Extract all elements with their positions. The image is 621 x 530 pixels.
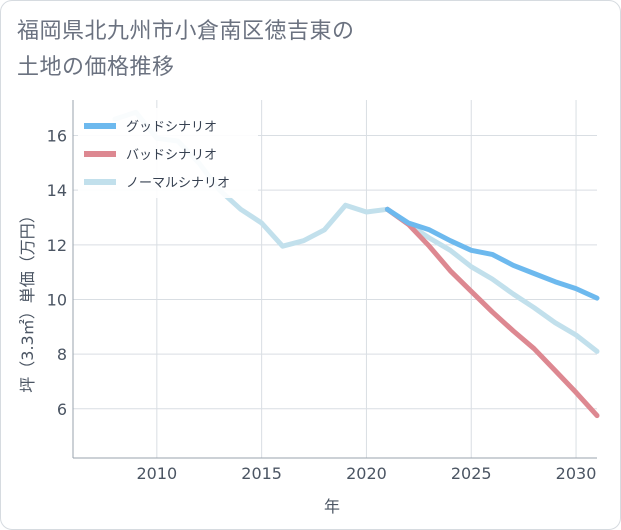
series-line-1	[384, 206, 600, 419]
y-axis-label: 坪（3.3㎡）単価（万円）	[18, 207, 37, 392]
series-line-0	[384, 206, 600, 301]
legend-label: グッドシナリオ	[126, 120, 217, 135]
chart-title: 福岡県北九州市小倉南区徳吉東の 土地の価格推移	[17, 19, 355, 80]
x-tick-label: 2020	[346, 464, 387, 483]
y-tick-label: 10	[47, 290, 67, 309]
x-tick-label: 2010	[136, 464, 177, 483]
legend-label: ノーマルシナリオ	[126, 176, 230, 191]
x-tick-label: 2030	[556, 464, 597, 483]
y-tick-label: 6	[57, 400, 67, 419]
legend-label: バッドシナリオ	[126, 148, 217, 163]
grid	[73, 100, 597, 458]
axes: 2010 2015 2020 2025 2030 6 8 10 12 14 16	[47, 100, 597, 483]
y-tick-label: 12	[47, 236, 67, 255]
x-axis-label: 年	[324, 497, 340, 516]
y-tick-label: 16	[47, 127, 67, 146]
y-tick-label: 8	[57, 345, 67, 364]
y-tick-label: 14	[47, 181, 67, 200]
x-tick-label: 2025	[451, 464, 492, 483]
x-tick-label: 2015	[241, 464, 282, 483]
